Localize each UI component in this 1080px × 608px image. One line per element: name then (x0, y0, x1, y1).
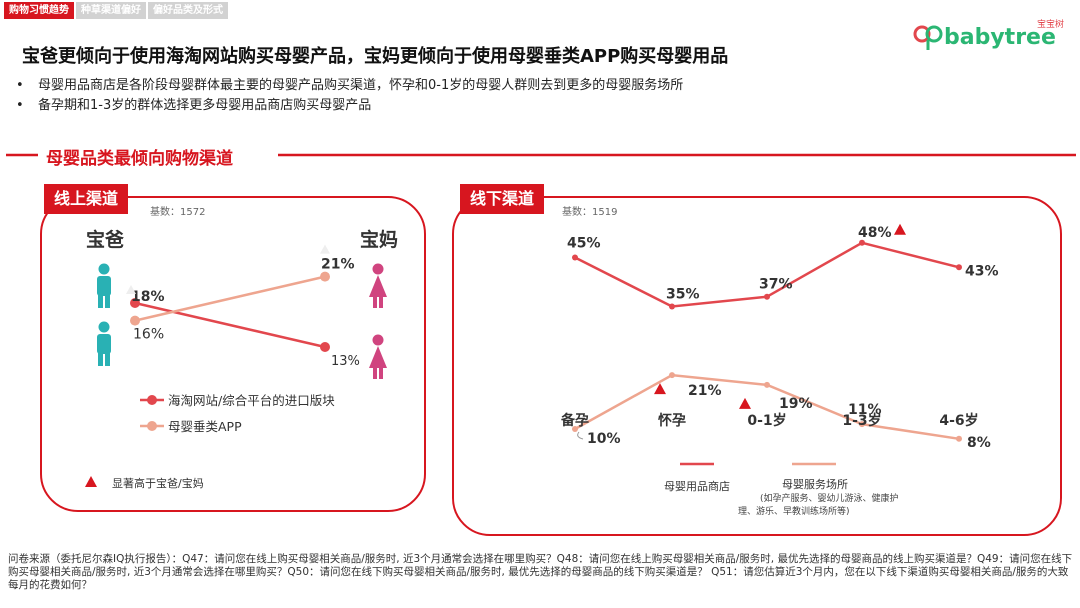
legend-dot-overseas (147, 395, 157, 405)
logo-brand-text: babytree (944, 25, 1056, 50)
dad-icon (97, 263, 111, 308)
online-tag: 线上渠道 (44, 184, 129, 214)
significance-triangle-icon (894, 223, 906, 235)
significance-note: 显著高于宝爸/宝妈 (112, 476, 204, 490)
section-divider (6, 153, 1076, 157)
x-tick-label: 怀孕 (658, 412, 686, 429)
tab-seeding-channel[interactable]: 种草渠道偏好 (76, 2, 146, 19)
bullet-dot: • (16, 98, 24, 113)
data-label: 21% (688, 383, 722, 399)
bullet-item: • 备孕期和1-3岁的群体选择更多母婴用品商店购买母婴产品 (16, 96, 683, 116)
babytree-logo: babytree 宝宝树 (912, 18, 1072, 58)
data-point (859, 239, 865, 246)
data-point (669, 372, 675, 379)
dad-icon (97, 321, 111, 366)
legend-service-note-2: 理、游乐、早教训练场所等) (738, 505, 850, 517)
bullet-text: 备孕期和1-3岁的群体选择更多母婴用品商店购买母婴产品 (38, 98, 372, 113)
data-point (669, 303, 675, 310)
offline-tag: 线下渠道 (460, 184, 545, 214)
data-point (956, 435, 962, 442)
offline-base: 基数：1519 (562, 207, 618, 218)
bullet-dot: • (16, 78, 24, 93)
data-label: 45% (567, 236, 601, 252)
data-point (956, 264, 962, 271)
bullet-item: • 母婴用品商店是各阶段母婴群体最主要的母婴产品购买渠道，怀孕和0-1岁的母婴人群… (16, 76, 683, 96)
x-tick-label: 1-3岁 (842, 412, 881, 429)
data-label: 16% (133, 327, 164, 343)
faint-marker-icon (126, 285, 136, 294)
top-tabs: 购物习惯趋势 种草渠道偏好 偏好品类及形式 (4, 2, 228, 19)
offline-panel (452, 196, 1062, 536)
footnote: 问卷来源（委托尼尔森IQ执行报告）：Q47：请问您在线上购买母婴相关商品/服务时… (8, 553, 1073, 591)
data-point (764, 293, 770, 300)
online-panel (40, 196, 426, 512)
data-point (320, 342, 330, 352)
bullet-text: 母婴用品商店是各阶段母婴群体最主要的母婴产品购买渠道，怀孕和0-1岁的母婴人群则… (38, 78, 684, 93)
data-point (572, 254, 578, 261)
data-label: 11% (848, 402, 882, 418)
legend-label-service: 母婴服务场所 (782, 477, 848, 491)
data-label: 43% (965, 263, 999, 279)
section-title: 母婴品类最倾向购物渠道 (46, 149, 233, 169)
babytree-logo-mark: babytree 宝宝树 (913, 18, 1064, 50)
logo-cn-text: 宝宝树 (1037, 18, 1064, 30)
bullet-list: • 母婴用品商店是各阶段母婴群体最主要的母婴产品购买渠道，怀孕和0-1岁的母婴人群… (16, 76, 683, 116)
data-point (320, 271, 330, 282)
online-chart: 宝爸 宝妈 18% 13% 16% 21% 海淘网站/综合平台的进口版块 母婴垂类AP… (85, 228, 398, 490)
x-tick-label: 备孕 (560, 412, 589, 429)
data-label: 19% (779, 396, 813, 412)
offline-chart: 45% 35% 37% 48% 43% 10% 21% 19% 11% 8% 备孕 怀孕 0-1岁 1-3… (560, 223, 999, 517)
data-label: 21% (321, 257, 355, 273)
x-tick-label: 0-1岁 (747, 412, 786, 429)
dad-label: 宝爸 (86, 228, 124, 251)
significance-triangle-icon (654, 383, 666, 395)
faint-marker-icon (320, 244, 330, 254)
data-point (859, 421, 865, 428)
data-label: 18% (131, 289, 165, 305)
online-chart-marks: 18% 13% 16% 21% (126, 244, 360, 369)
series-line-1 (134, 275, 326, 322)
tab-category-preference[interactable]: 偏好品类及形式 (148, 2, 228, 19)
legend-label-app: 母婴垂类APP (168, 419, 242, 434)
label-leader-line (577, 431, 584, 440)
online-base: 基数：1572 (150, 207, 206, 218)
legend-label-overseas: 海淘网站/综合平台的进口版块 (168, 393, 335, 408)
data-point (572, 426, 578, 432)
legend-service-note-1: (如孕产服务、婴幼儿游泳、健康护 (760, 492, 899, 504)
tab-shopping-trend[interactable]: 购物习惯趋势 (4, 2, 74, 19)
mom-label: 宝妈 (360, 228, 398, 251)
series-line-0 (134, 301, 326, 349)
data-point (130, 315, 140, 326)
legend-label-store: 母婴用品商店 (664, 479, 730, 493)
mom-icon (369, 263, 387, 308)
significance-triangle-icon (85, 476, 97, 487)
data-point (764, 381, 770, 388)
x-tick-label: 4-6岁 (939, 412, 978, 429)
data-label: 10% (587, 431, 621, 447)
data-label: 35% (666, 287, 700, 303)
legend-dot-app (147, 421, 157, 431)
offline-chart-marks: 45% 35% 37% 48% 43% 10% 21% 19% 11% 8% 备孕 怀孕 0-1岁 1-3… (560, 223, 999, 451)
data-point (130, 298, 140, 308)
significance-triangle-icon (739, 397, 751, 409)
data-label: 37% (759, 277, 793, 293)
data-label: 48% (858, 225, 892, 241)
mom-icon (369, 334, 387, 379)
page-headline: 宝爸更倾向于使用海淘网站购买母婴产品，宝妈更倾向于使用母婴垂类APP购买母婴用品 (22, 46, 729, 67)
data-label: 13% (331, 354, 360, 369)
data-label: 8% (967, 435, 991, 451)
